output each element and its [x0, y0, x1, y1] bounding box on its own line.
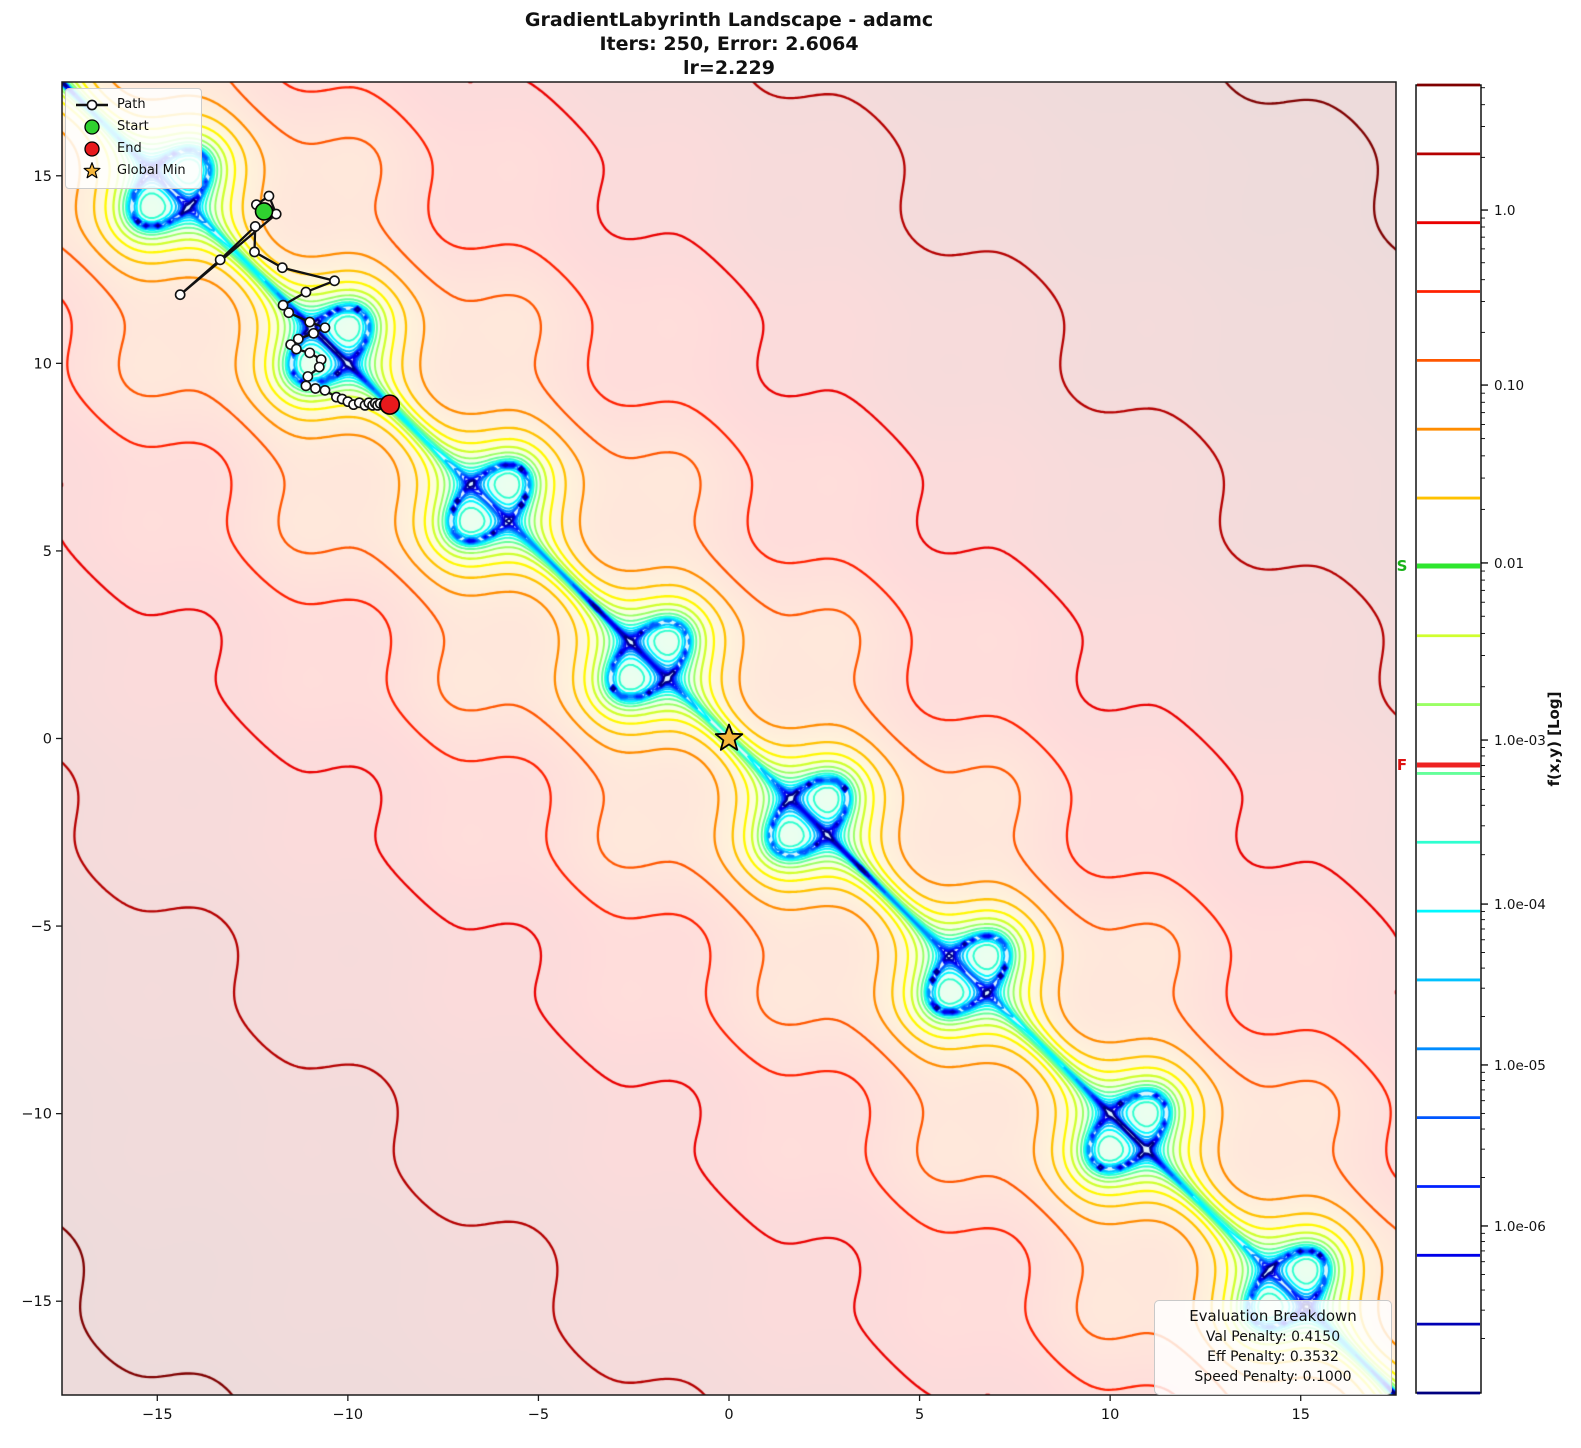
- y-tick-label: 5: [43, 544, 52, 560]
- legend-item-path: Path: [74, 94, 193, 116]
- x-tick-label: −10: [333, 1407, 364, 1423]
- chart-title-line2: Iters: 250, Error: 2.6064: [599, 33, 859, 55]
- legend-label-end: End: [117, 141, 142, 156]
- legend: Path Start End Global Min: [65, 88, 202, 189]
- legend-label-global-min: Global Min: [117, 163, 186, 178]
- speed-penalty: Speed Penalty: 0.1000: [1194, 1369, 1352, 1385]
- x-tick-label: 15: [1291, 1407, 1309, 1423]
- y-tick-label: 15: [34, 169, 52, 185]
- x-tick-label: 0: [724, 1407, 733, 1423]
- colorbar-s-label: S: [1397, 557, 1408, 575]
- colorbar-tick-label: 1.0e-06: [1494, 1219, 1546, 1235]
- colorbar-axis-label: f(x,y) [Log]: [1545, 692, 1563, 787]
- path-line-icon: [76, 99, 108, 111]
- colorbar-f-label: F: [1397, 756, 1407, 774]
- y-tick-label: 0: [43, 732, 52, 748]
- legend-label-path: Path: [117, 97, 146, 112]
- val-penalty: Val Penalty: 0.4150: [1205, 1329, 1341, 1345]
- y-tick-label: −5: [31, 919, 52, 935]
- star-icon: [83, 162, 101, 179]
- start-marker-icon: [84, 119, 100, 135]
- legend-label-start: Start: [117, 119, 149, 134]
- y-tick-label: −15: [21, 1294, 52, 1310]
- colorbar-tick-label: 0.01: [1494, 556, 1524, 572]
- chart-title: GradientLabyrinth Landscape - adamc Iter…: [525, 8, 933, 80]
- evaluation-breakdown-box: Evaluation Breakdown Val Penalty: 0.4150…: [1154, 1300, 1392, 1395]
- eff-penalty: Eff Penalty: 0.3532: [1207, 1349, 1339, 1365]
- x-tick-label: 10: [1101, 1407, 1119, 1423]
- colorbar-frame: [1415, 84, 1482, 1394]
- legend-item-end: End: [74, 138, 193, 160]
- x-tick-label: −15: [142, 1407, 173, 1423]
- colorbar-tick-label: 1.0: [1494, 203, 1515, 219]
- colorbar-tick-label: 1.0e-05: [1494, 1058, 1546, 1074]
- x-tick-label: 5: [915, 1407, 924, 1423]
- y-tick-label: −10: [21, 1107, 52, 1123]
- colorbar-tick-label: 1.0e-04: [1494, 897, 1546, 913]
- colorbar-tick-label: 1.0e-03: [1494, 733, 1546, 749]
- legend-item-global-min: Global Min: [74, 160, 193, 182]
- end-marker-icon: [84, 141, 100, 157]
- contour-plot-canvas: [62, 82, 1396, 1395]
- evaluation-breakdown-title: Evaluation Breakdown: [1189, 1307, 1357, 1325]
- chart-title-line1: GradientLabyrinth Landscape - adamc: [524, 9, 934, 31]
- colorbar-tick-label: 0.10: [1494, 378, 1524, 394]
- chart-title-line3: lr=2.229: [683, 57, 775, 79]
- legend-item-start: Start: [74, 116, 193, 138]
- x-tick-label: −5: [528, 1407, 549, 1423]
- y-tick-label: 10: [34, 356, 52, 372]
